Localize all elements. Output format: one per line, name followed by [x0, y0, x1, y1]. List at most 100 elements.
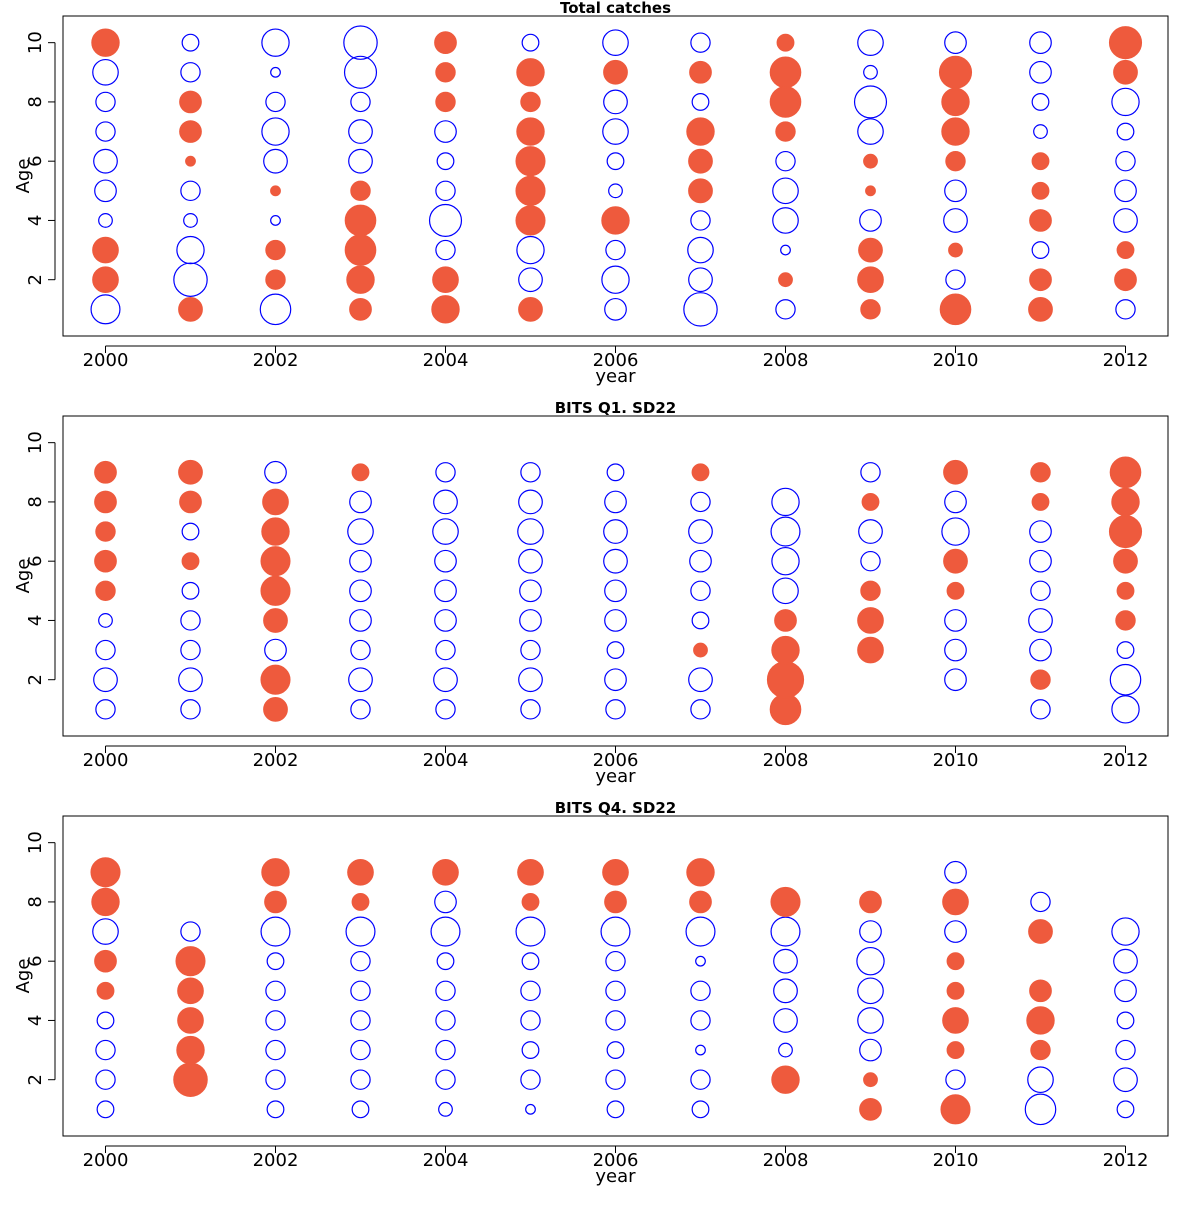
- bubble-positive: [344, 204, 377, 237]
- x-tick-label: 2004: [423, 750, 469, 771]
- bubble-positive: [860, 580, 881, 602]
- bubble-positive: [1026, 1006, 1055, 1035]
- bubble-negative: [1030, 580, 1051, 602]
- bubble-positive: [1031, 152, 1050, 171]
- bubble-negative: [943, 208, 968, 233]
- bubble-negative: [1031, 241, 1050, 260]
- bubble-negative: [350, 699, 371, 720]
- bubble-negative: [1116, 1011, 1135, 1030]
- bubble-negative: [860, 462, 881, 483]
- bubble-positive: [771, 635, 800, 665]
- bubble-negative: [350, 639, 371, 661]
- bubble-negative: [95, 639, 116, 661]
- bubble-positive: [1028, 919, 1053, 944]
- bubble-positive: [1108, 26, 1143, 60]
- bubble-negative: [264, 460, 287, 484]
- bubble-negative: [93, 667, 118, 693]
- bubble-positive: [1029, 268, 1052, 292]
- bubble-negative: [520, 639, 541, 661]
- bubble-negative: [775, 150, 796, 172]
- bubble-negative: [602, 29, 629, 56]
- bubble-negative: [433, 489, 458, 515]
- bubble-negative: [181, 33, 200, 52]
- bubble-negative: [945, 1069, 966, 1090]
- bubble-negative: [183, 213, 198, 228]
- bubble-negative: [1111, 695, 1140, 724]
- y-tick-label: 2: [25, 674, 46, 685]
- bubble-negative: [1027, 1066, 1054, 1094]
- bubble-negative: [775, 299, 796, 320]
- bubble-positive: [260, 546, 291, 577]
- bubble-negative: [601, 265, 630, 294]
- x-tick-label: 2004: [423, 350, 469, 371]
- bubble-positive: [863, 153, 878, 169]
- bubble-positive: [859, 890, 882, 914]
- bubble-negative: [263, 148, 288, 174]
- bubble-positive: [946, 952, 965, 971]
- bubble-negative: [180, 62, 201, 83]
- x-tick-label: 2002: [253, 750, 299, 771]
- bubble-negative: [690, 32, 711, 53]
- bubble-positive: [91, 28, 120, 57]
- bubble-negative: [350, 1069, 371, 1090]
- bubble-negative: [1030, 699, 1051, 720]
- bubble-positive: [179, 120, 202, 143]
- bubble-positive: [945, 150, 966, 172]
- bubble-negative: [605, 1069, 626, 1090]
- bubble-negative: [173, 262, 208, 297]
- y-axis-label: Age: [13, 559, 34, 594]
- bubble-positive: [91, 887, 120, 917]
- bubble-negative: [180, 921, 201, 942]
- bubble-positive: [178, 296, 203, 322]
- bubble-positive: [262, 488, 289, 516]
- bubble-positive: [689, 890, 712, 914]
- bubble-negative: [690, 1010, 711, 1031]
- bubble-positive: [515, 175, 546, 206]
- bubble-negative: [1030, 891, 1051, 913]
- bubble-negative: [944, 638, 967, 662]
- bubble-positive: [943, 548, 968, 574]
- bubble-negative: [98, 613, 113, 628]
- bubble-negative: [1116, 1100, 1135, 1119]
- bubble-positive: [347, 858, 374, 886]
- bubble-positive: [350, 180, 371, 202]
- bubble-positive: [775, 121, 796, 142]
- bubble-positive: [1115, 610, 1136, 631]
- bubble-negative: [604, 297, 627, 321]
- bubble-negative: [691, 611, 710, 630]
- bubble-negative: [606, 463, 625, 482]
- bubble-positive: [179, 490, 202, 514]
- bubble-positive: [434, 31, 457, 55]
- bubble-positive: [941, 87, 970, 117]
- bubble-negative: [518, 267, 543, 293]
- bubble-negative: [770, 916, 801, 947]
- bubble-positive: [516, 117, 545, 146]
- bubble-negative: [1115, 150, 1136, 172]
- bubble-positive: [435, 91, 456, 113]
- bubble-negative: [687, 236, 714, 264]
- bubble-positive: [1029, 979, 1052, 1003]
- bubble-negative: [857, 1007, 884, 1034]
- bubble-negative: [96, 1011, 115, 1030]
- bubble-negative: [520, 1069, 541, 1090]
- bubble-negative: [428, 203, 463, 238]
- bubble-negative: [1113, 1067, 1138, 1093]
- bubble-negative: [349, 490, 372, 514]
- bubble-positive: [178, 459, 203, 485]
- bubble-positive: [1031, 181, 1050, 200]
- x-tick-label: 2002: [253, 350, 299, 371]
- y-tick-label: 6: [25, 555, 46, 566]
- chart-panel-2: BITS Q1. SD22 2000 2002 2004 2006 2008 2010 201…: [13, 399, 1169, 787]
- bubble-positive: [260, 664, 291, 695]
- bubble-negative: [351, 1100, 370, 1119]
- bubble-negative: [941, 517, 970, 546]
- bubble-positive: [263, 696, 288, 722]
- bubble-negative: [1029, 520, 1052, 543]
- bubble-negative: [605, 239, 626, 261]
- bubble-negative: [695, 1044, 706, 1056]
- x-axis-label: year: [595, 766, 636, 787]
- bubble-negative: [606, 1100, 625, 1119]
- bubble-negative: [773, 1008, 798, 1033]
- bubble-positive: [176, 1035, 205, 1065]
